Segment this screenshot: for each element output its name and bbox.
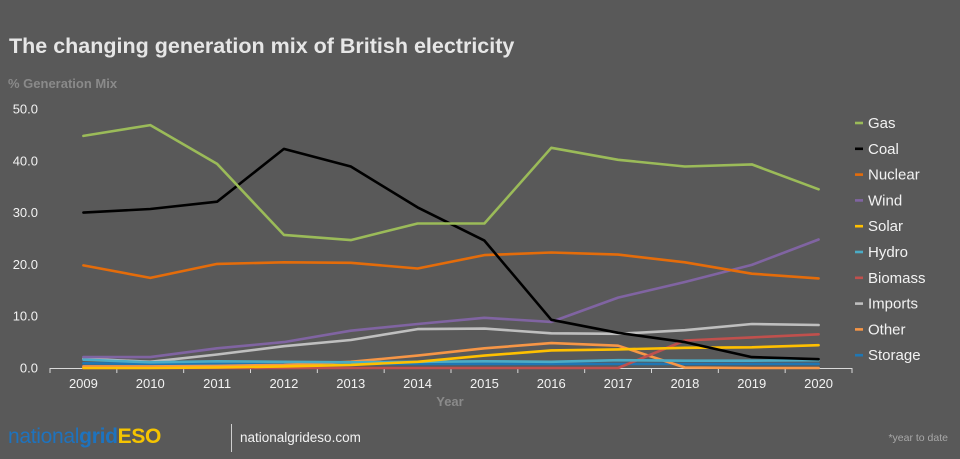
legend-label-storage: Storage bbox=[868, 347, 921, 364]
y-tick-label: 50.0 bbox=[13, 102, 38, 117]
logo-text-eso: ESO bbox=[117, 425, 162, 448]
x-tick-label: 2011 bbox=[203, 376, 231, 391]
x-tick-label: 2009 bbox=[69, 376, 98, 391]
y-tick-label: 40.0 bbox=[13, 153, 38, 168]
logo-text-grid: grid bbox=[79, 425, 118, 448]
legend-label-coal: Coal bbox=[868, 141, 899, 158]
x-axis-title: Year bbox=[436, 394, 463, 409]
logo-text-national: national bbox=[8, 425, 80, 448]
series-line-hydro bbox=[82, 358, 820, 364]
series-line-storage bbox=[82, 361, 820, 366]
legend: Gas Coal Nuclear Wind Solar Hydro Biomass Impor… bbox=[855, 115, 926, 364]
series-line-solar bbox=[82, 343, 820, 370]
series-line-nuclear bbox=[82, 251, 820, 280]
legend-label-imports: Imports bbox=[868, 296, 918, 313]
x-tick-label: 2010 bbox=[136, 376, 165, 391]
series-lines bbox=[82, 123, 820, 370]
y-tick-label: 30.0 bbox=[13, 205, 38, 220]
x-tick-label: 2013 bbox=[336, 376, 365, 391]
x-axis: 2009 2010 2011 2012 2013 2014 2015 2016 2017 2018… bbox=[49, 368, 853, 391]
x-tick-label: 2014 bbox=[403, 376, 432, 391]
series-line-wind bbox=[82, 238, 820, 359]
legend-label-biomass: Biomass bbox=[868, 270, 926, 287]
x-tick-label: 2019 bbox=[737, 376, 766, 391]
line-chart: % Generation Mix Year 0.0 10.0 20.0 30.0 40.… bbox=[8, 76, 926, 409]
legend-label-solar: Solar bbox=[868, 218, 903, 235]
series-line-other bbox=[82, 341, 820, 370]
legend-label-gas: Gas bbox=[868, 115, 896, 132]
series-line-gas bbox=[82, 123, 820, 242]
legend-label-other: Other bbox=[868, 321, 906, 338]
site-url: nationalgrideso.com bbox=[240, 430, 361, 445]
chart-title: The changing generation mix of British e… bbox=[9, 34, 515, 58]
footer-divider bbox=[231, 424, 232, 452]
legend-label-nuclear: Nuclear bbox=[868, 167, 920, 184]
national-grid-eso-logo: nationalgridESO bbox=[8, 425, 161, 449]
footnote: *year to date bbox=[888, 432, 948, 444]
y-tick-label: 10.0 bbox=[13, 309, 38, 324]
y-tick-label: 20.0 bbox=[13, 257, 38, 272]
x-tick-label: 2012 bbox=[269, 376, 298, 391]
x-tick-label: 2017 bbox=[604, 376, 633, 391]
y-tick-label: 0.0 bbox=[20, 361, 38, 376]
x-tick-label: 2020 bbox=[804, 376, 833, 391]
y-axis: 0.0 10.0 20.0 30.0 40.0 50.0 bbox=[13, 102, 38, 376]
legend-label-wind: Wind bbox=[868, 192, 902, 209]
footer: nationalgridESO nationalgrideso.com *yea… bbox=[0, 419, 960, 459]
x-tick-label: 2018 bbox=[670, 376, 699, 391]
x-tick-label: 2015 bbox=[470, 376, 499, 391]
y-axis-title: % Generation Mix bbox=[8, 76, 118, 91]
legend-label-hydro: Hydro bbox=[868, 244, 908, 261]
x-tick-label: 2016 bbox=[537, 376, 566, 391]
series-line-imports bbox=[82, 322, 820, 364]
